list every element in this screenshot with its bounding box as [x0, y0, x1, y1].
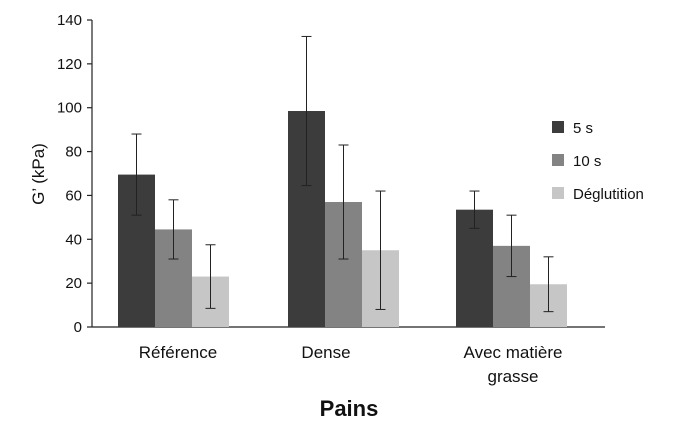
y-tick-label: 80 [65, 144, 82, 161]
y-axis-title: G’ (kPa) [29, 143, 48, 205]
category-label: Référence [139, 343, 217, 362]
bars-group [118, 111, 567, 327]
error-bars-group [131, 35, 554, 313]
y-tick-label: 40 [65, 231, 82, 248]
legend-label: 10 s [573, 153, 601, 170]
category-label: grasse [487, 367, 538, 386]
y-tick-label: 140 [57, 12, 82, 29]
y-tick-label: 60 [65, 187, 82, 204]
legend-swatch [552, 121, 564, 133]
legend-swatch [552, 187, 564, 199]
legend-label: 5 s [573, 120, 593, 137]
y-tick-label: 100 [57, 100, 82, 117]
y-axis-ticks: 0 20 40 60 80 100 120 140 [57, 12, 92, 336]
y-tick-label: 0 [74, 319, 82, 336]
legend-label: Déglutition [573, 186, 644, 203]
bar [456, 209, 493, 327]
category-label: Dense [301, 343, 350, 362]
y-tick-label: 20 [65, 275, 82, 292]
category-labels: Référence Dense Avec matière grasse [139, 343, 563, 386]
category-label: Avec matière [464, 343, 563, 362]
legend: 5 s 10 s Déglutition [552, 120, 644, 203]
x-axis-title: Pains [320, 396, 379, 421]
y-tick-label: 120 [57, 56, 82, 73]
legend-swatch [552, 154, 564, 166]
